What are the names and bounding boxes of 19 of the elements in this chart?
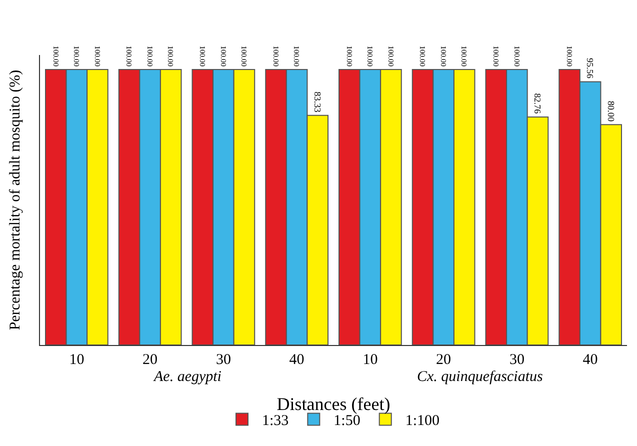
x-tick-label: 10 bbox=[69, 352, 84, 368]
legend-label: 1:100 bbox=[405, 413, 440, 430]
data-label: 80.00 bbox=[606, 100, 616, 122]
x-tick-label: 30 bbox=[509, 352, 524, 368]
legend-label: 1:50 bbox=[334, 413, 360, 430]
legend-label: 1:33 bbox=[262, 413, 289, 430]
y-axis-title: Percentage mortality of adult mosquito (%) bbox=[7, 70, 24, 330]
x-tick-label: 30 bbox=[216, 352, 231, 368]
x-tick-label: 40 bbox=[582, 352, 598, 368]
data-label: 83.33 bbox=[312, 92, 322, 113]
x-tick-label: 40 bbox=[289, 352, 304, 368]
x-axis-title: Distances (feet) bbox=[276, 394, 390, 414]
text: Cx. quinquefasciatus bbox=[417, 369, 543, 385]
x-tick-label: 20 bbox=[436, 352, 452, 368]
text: Ae. aegypti bbox=[153, 369, 222, 385]
data-label: 95.56 bbox=[585, 58, 596, 79]
x-tick-label: 20 bbox=[142, 352, 158, 368]
data-label: 82.76 bbox=[532, 93, 543, 114]
x-tick-label: 10 bbox=[362, 352, 378, 368]
